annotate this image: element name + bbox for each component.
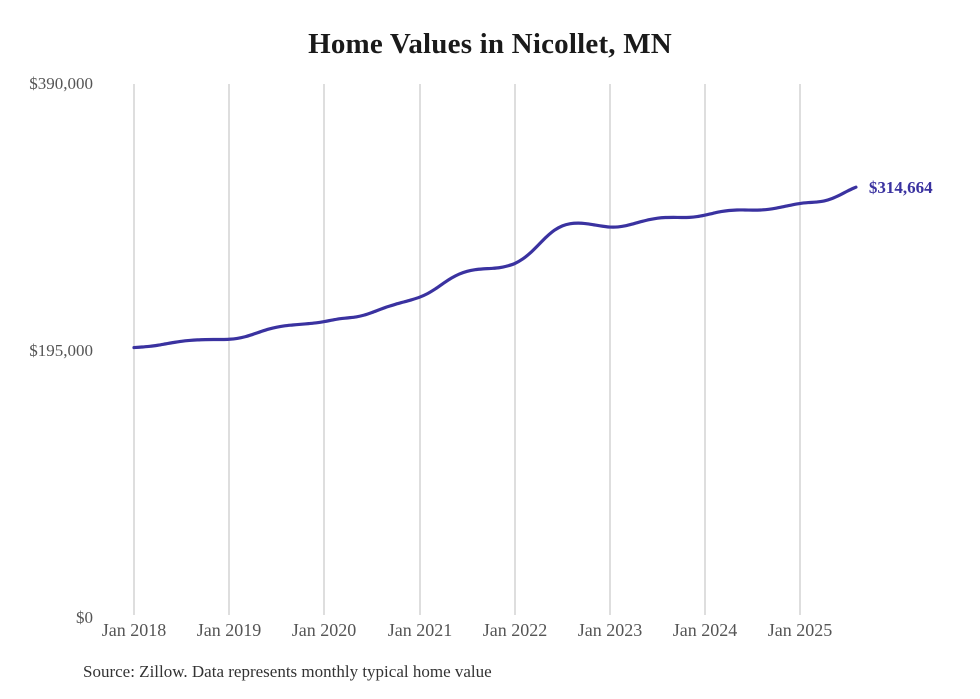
end-value-annotation: $314,664 xyxy=(868,178,933,198)
x-axis-tick-label: Jan 2024 xyxy=(672,620,738,640)
home-value-line-series xyxy=(132,185,858,350)
source-note: Source: Zillow. Data represents monthly … xyxy=(83,662,492,681)
x-axis-tick-label: Jan 2022 xyxy=(482,620,548,640)
x-axis-tick-label: Jan 2025 xyxy=(767,620,833,640)
page-title: Home Values in Nicollet, MN xyxy=(308,28,672,60)
x-axis-tick-label: Jan 2018 xyxy=(101,620,167,640)
x-axis-tick-label: Jan 2020 xyxy=(291,620,357,640)
y-axis-tick-label: $195,000 xyxy=(29,341,93,360)
gridline-group xyxy=(133,84,801,615)
x-axis-tick-label: Jan 2019 xyxy=(196,620,262,640)
y-axis-tick-label: $0 xyxy=(76,608,93,627)
y-axis-tick-label: $390,000 xyxy=(29,74,93,93)
x-axis-tick-label: Jan 2023 xyxy=(577,620,643,640)
x-axis-tick-label: Jan 2021 xyxy=(387,620,453,640)
